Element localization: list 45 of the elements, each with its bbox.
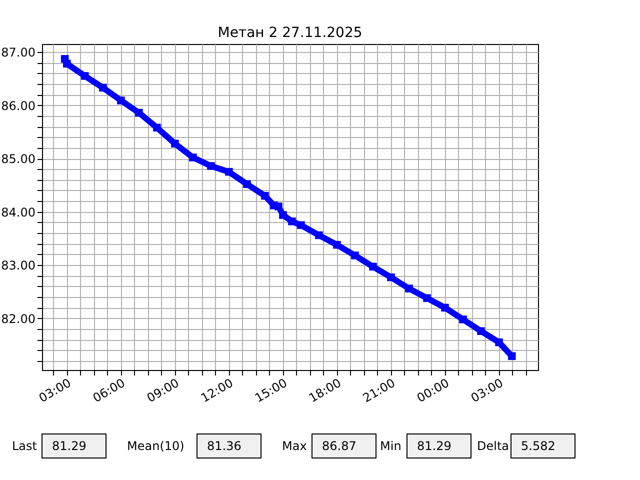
point bbox=[351, 252, 359, 260]
point bbox=[459, 316, 467, 324]
text: Last bbox=[12, 439, 38, 453]
point bbox=[274, 202, 282, 210]
text: Max bbox=[282, 439, 307, 453]
text: Mean(10) bbox=[127, 439, 184, 453]
point bbox=[243, 180, 251, 188]
text: Delta bbox=[477, 439, 510, 453]
chart-title: Метан 2 27.11.2025 bbox=[218, 25, 362, 41]
point bbox=[441, 304, 449, 312]
point bbox=[81, 72, 89, 80]
point bbox=[207, 162, 215, 170]
y-tick-label: 84.00 bbox=[1, 205, 36, 220]
point bbox=[508, 352, 516, 360]
y-tick-label: 85.00 bbox=[1, 152, 36, 166]
y-tick-label: 82.00 bbox=[1, 312, 36, 326]
point bbox=[279, 211, 287, 219]
y-tick-label: 86.00 bbox=[1, 98, 36, 113]
text: 5.582 bbox=[521, 439, 556, 453]
point bbox=[297, 221, 305, 229]
point bbox=[171, 140, 179, 148]
point bbox=[333, 240, 341, 249]
text: 81.36 bbox=[207, 439, 242, 453]
point bbox=[387, 273, 395, 282]
y-tick-label: 83.00 bbox=[1, 258, 36, 273]
point bbox=[225, 168, 233, 176]
point bbox=[369, 262, 377, 271]
point bbox=[261, 192, 269, 200]
point bbox=[405, 284, 413, 292]
point bbox=[189, 154, 197, 162]
point bbox=[99, 84, 107, 92]
point bbox=[423, 294, 431, 302]
text: 86.87 bbox=[322, 439, 356, 453]
point bbox=[477, 327, 485, 335]
point bbox=[63, 60, 71, 68]
point bbox=[288, 218, 296, 226]
point bbox=[135, 108, 143, 117]
point bbox=[153, 124, 161, 132]
text: Min bbox=[380, 439, 402, 453]
y-tick-label: 87.00 bbox=[1, 45, 36, 60]
point bbox=[117, 96, 125, 104]
text: 81.29 bbox=[417, 439, 452, 453]
point bbox=[495, 338, 503, 346]
text: 81.29 bbox=[52, 439, 86, 453]
point bbox=[315, 231, 323, 240]
